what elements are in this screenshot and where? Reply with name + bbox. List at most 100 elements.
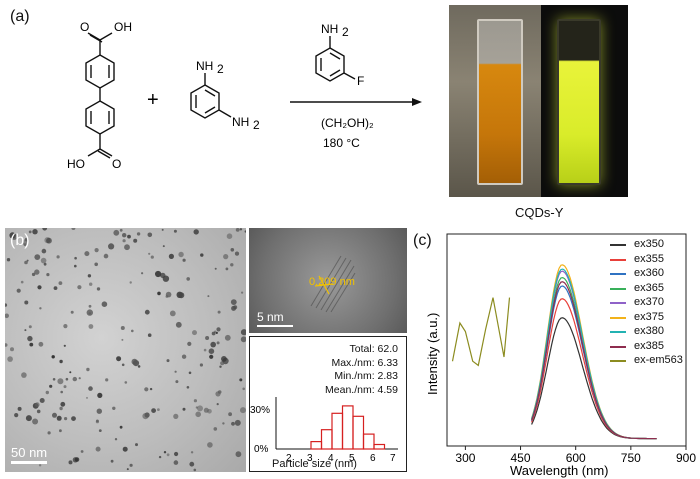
nanoparticle-dot [230,299,237,305]
nanoparticle-dot [144,412,150,418]
histogram-bar [373,443,386,450]
nanoparticle-dot [5,303,8,307]
stat-min: Min./nm: 2.83 [334,370,398,382]
nanoparticle-dot [208,348,215,354]
nanoparticle-dot [124,244,130,251]
nanoparticle-dot [34,269,40,275]
nanoparticle-dot [141,272,144,275]
nanoparticle-dot [29,342,34,347]
nanoparticle-dot [186,277,190,281]
nanoparticle-dot [225,267,229,271]
nanoparticle-dot [122,446,128,452]
nanoparticle-dot [60,401,66,407]
nanoparticle-dot [94,248,99,253]
nanoparticle-dot [133,238,138,243]
nanoparticle-dot [74,264,77,268]
nanoparticle-dot [96,408,103,414]
x-tick-label: 900 [676,451,696,465]
legend-swatch [610,360,626,362]
nanoparticle-dot [108,243,115,250]
series-line-ex385 [531,281,657,440]
reagent-top-sub: 2 [342,25,349,39]
nanoparticle-dot [122,239,126,243]
legend-label: ex355 [634,252,664,265]
nanoparticle-dot [39,398,45,403]
reactant1-bottom-text: HO [67,157,85,171]
nanoparticle-dot [162,245,165,248]
nanoparticle-dot [234,251,240,256]
nanoparticle-dot [168,253,174,259]
nanoparticle-dot [174,370,177,373]
nanoparticle-dot [193,399,197,403]
svg-text:O: O [112,157,121,171]
nanoparticle-dot [174,451,179,457]
panel-a-label: (a) [10,8,30,25]
nanoparticle-dot [80,450,84,453]
series-line-ex-em563 [451,297,511,367]
legend-swatch [610,287,626,290]
nanoparticle-dot [20,280,24,284]
nanoparticle-dot [240,329,246,336]
nanoparticle-dot [132,360,140,367]
nanoparticle-dot [98,429,102,432]
nanoparticle-dot [40,257,47,264]
hist-xtick-2: 2 [286,453,292,464]
nanoparticle-dot [147,333,152,337]
nanoparticle-dot [221,356,227,362]
nanoparticle-dot [114,438,118,441]
hrtem-scale-bar [257,325,293,327]
nanoparticle-dot [88,304,92,308]
nanoparticle-dot [42,228,48,231]
nanoparticle-dot [144,387,149,392]
nanoparticle-dot [32,418,39,425]
nanoparticle-dot [129,281,132,284]
plus-sign: + [147,89,159,111]
nanoparticle-dot [199,363,203,367]
histogram-bar [331,412,344,450]
nanoparticle-dot [127,234,131,239]
nanoparticle-dot [147,232,153,238]
nanoparticle-dot [126,468,129,471]
nanoparticle-dot [56,415,62,421]
nanoparticle-dot [41,248,47,254]
nanoparticle-dot [86,367,90,372]
legend-label: ex360 [634,267,664,279]
nanoparticle-dot [69,371,72,374]
nanoparticle-dot [53,286,58,290]
nanoparticle-dot [46,273,50,277]
nanoparticle-dot [103,253,109,259]
x-tick-label: 450 [511,451,531,465]
nanoparticle-dot [59,406,63,411]
nanoparticle-dot [101,301,108,307]
nanoparticle-dot [241,291,244,294]
nanoparticle-dot [150,255,154,259]
nanoparticle-dot [112,406,116,410]
stat-total: Total: 62.0 [349,343,398,355]
nanoparticle-dot [37,285,42,290]
nanoparticle-dot [203,348,207,352]
lattice-fringes [310,255,356,313]
nanoparticle-dot [89,282,93,286]
nanoparticle-dot [231,305,237,311]
nanoparticle-dot [46,237,52,244]
nanoparticle-dot [161,228,164,231]
nanoparticle-dot [95,446,101,452]
nanoparticle-dot [122,233,127,238]
nanoparticle-dot [63,324,68,329]
nanoparticle-dot [240,407,246,414]
solvent-text: (CH₂OH)₂ [321,116,374,130]
nanoparticle-dot [215,331,218,334]
nanoparticle-dot [34,254,41,260]
spectra-chart: 300 450 600 750 900 Wavelength (nm) Intensit… [425,233,696,478]
nanoparticle-dot [240,336,246,343]
nanoparticle-dot [84,251,90,257]
nanoparticle-dot [235,451,242,458]
nanoparticle-dot [26,259,29,262]
nanoparticle-dot [71,416,76,421]
nanoparticle-dot [200,253,204,257]
cuvette-uv [557,19,601,185]
nanoparticle-dot [136,232,141,236]
nanoparticle-dot [78,377,81,380]
hrtem-image: 0.209 nm 5 nm [249,228,407,333]
nanoparticle-dot [71,228,76,230]
